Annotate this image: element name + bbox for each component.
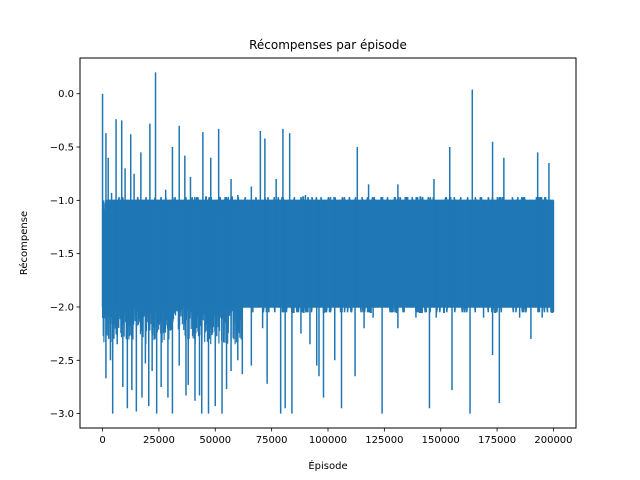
- y-tick-label: −3.0: [50, 409, 74, 420]
- x-tick-label: 50000: [199, 435, 231, 446]
- y-tick-label: −1.0: [50, 196, 74, 207]
- y-tick-label: −2.0: [50, 302, 74, 313]
- x-axis: 0 25000 50000 75000 100000 125000 150000 175000…: [99, 428, 573, 446]
- x-axis-label: Épisode: [308, 459, 347, 472]
- y-tick-label: −0.5: [50, 143, 74, 154]
- x-tick-label: 200000: [534, 435, 572, 446]
- y-tick-label: 0.0: [58, 89, 74, 100]
- x-tick-label: 75000: [256, 435, 288, 446]
- plot-area: [101, 72, 555, 414]
- chart-title: Récompenses par épisode: [249, 38, 407, 52]
- x-tick-label: 100000: [309, 435, 347, 446]
- x-tick-label: 175000: [478, 435, 516, 446]
- y-axis: 0.0 −0.5 −1.0 −1.5 −2.0 −2.5 −3.0: [50, 89, 80, 420]
- series-reward: [101, 72, 555, 414]
- x-tick-label: 0: [99, 435, 105, 446]
- y-axis-label: Récompense: [18, 211, 30, 275]
- x-tick-label: 25000: [143, 435, 175, 446]
- y-tick-label: −1.5: [50, 249, 74, 260]
- x-tick-label: 150000: [422, 435, 460, 446]
- x-tick-label: 125000: [365, 435, 403, 446]
- y-tick-label: −2.5: [50, 356, 74, 367]
